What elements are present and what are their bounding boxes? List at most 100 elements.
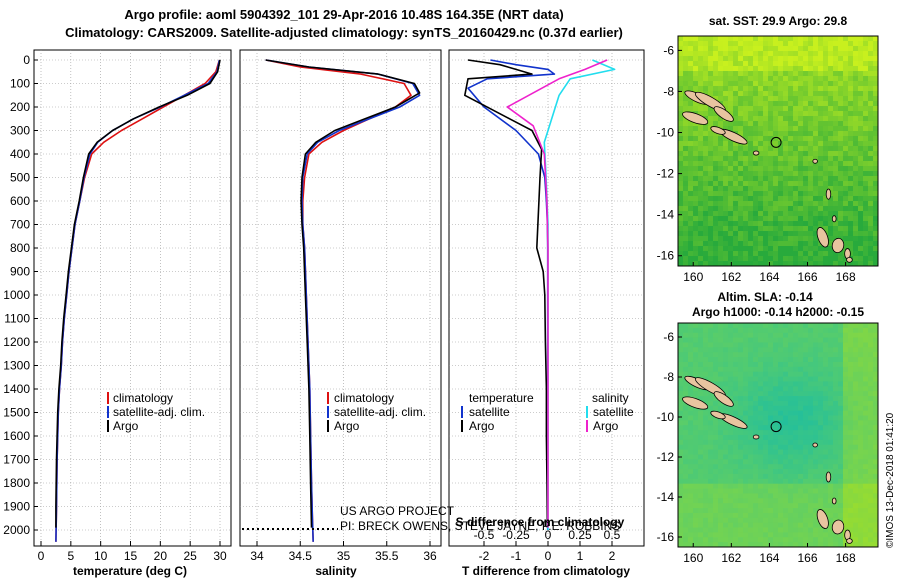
map-cell — [713, 332, 719, 339]
map-cell — [863, 136, 869, 142]
map-cell — [728, 66, 734, 72]
map-cell — [693, 357, 699, 363]
map-cell — [728, 101, 734, 107]
map-cell — [833, 449, 839, 455]
map-cell — [793, 116, 799, 122]
map-cell — [713, 226, 719, 232]
map-cell — [683, 96, 689, 102]
map-cell — [783, 449, 789, 455]
map-cell — [843, 221, 849, 227]
map-cell — [738, 376, 744, 382]
map-cell — [838, 420, 844, 426]
map-cell — [813, 86, 819, 92]
map-cell — [728, 371, 734, 377]
map-cell — [693, 361, 699, 368]
map-cell — [713, 176, 719, 182]
map-cell — [868, 405, 874, 412]
map-cell — [818, 201, 824, 207]
map-cell — [868, 161, 874, 167]
map-cell — [688, 473, 694, 480]
map-cell — [838, 66, 844, 72]
map-cell — [753, 121, 759, 127]
map-cell — [793, 111, 799, 117]
map-cell — [693, 196, 699, 202]
map-cell — [728, 361, 734, 368]
map-cell — [708, 439, 714, 446]
map-cell — [738, 181, 744, 187]
map-cell — [688, 246, 694, 252]
map-cell — [738, 176, 744, 182]
map-cell — [678, 196, 684, 202]
map-cell — [833, 91, 839, 97]
map-cell — [758, 352, 764, 358]
map-cell — [853, 371, 859, 377]
map-cell — [728, 342, 734, 348]
map-cell — [708, 216, 714, 222]
map-cell — [758, 211, 764, 217]
map-cell — [683, 61, 689, 67]
map-cell — [848, 101, 854, 107]
map-cell — [688, 231, 694, 237]
map-cell — [693, 191, 699, 197]
map-cell — [813, 366, 819, 373]
map-cell — [723, 161, 729, 167]
map-cell — [868, 171, 874, 177]
map-cell — [763, 101, 769, 107]
map-cell — [823, 435, 829, 441]
map-cell — [798, 151, 804, 157]
map-cell — [698, 241, 704, 247]
map-cell — [773, 46, 779, 52]
map-cell — [723, 459, 729, 465]
map-cell — [743, 464, 749, 470]
map-cell — [708, 347, 714, 353]
map-cell — [868, 131, 874, 137]
map-cell — [768, 537, 774, 543]
map-cell — [803, 454, 809, 460]
map-cell — [708, 41, 714, 47]
map-cell — [813, 503, 819, 509]
map-cell — [858, 478, 864, 485]
map-cell — [818, 386, 824, 392]
map-cell — [733, 532, 739, 538]
map-cell — [793, 91, 799, 97]
map-cell — [713, 36, 719, 42]
map-cell — [683, 332, 689, 339]
map-cell — [678, 512, 684, 519]
map-cell — [858, 405, 864, 412]
map-cell — [838, 231, 844, 237]
map-cell — [843, 46, 849, 52]
map-cell — [718, 231, 724, 237]
map-cell — [703, 156, 709, 162]
map-cell — [713, 71, 719, 77]
map-cell — [733, 186, 739, 192]
map-cell — [788, 396, 794, 402]
map-cell — [813, 435, 819, 441]
map-cell — [723, 420, 729, 426]
map-cell — [748, 410, 754, 416]
map-cell — [798, 527, 804, 533]
map-cell — [818, 537, 824, 543]
map-cell — [708, 261, 714, 266]
map-cell — [773, 261, 779, 266]
map-cell — [738, 483, 744, 489]
map-cell — [728, 439, 734, 446]
map-cell — [743, 221, 749, 227]
map-cell — [778, 488, 784, 494]
map-cell — [678, 211, 684, 217]
map-cell — [793, 386, 799, 392]
map-cell — [693, 221, 699, 227]
map-cell — [698, 517, 704, 524]
map-cell — [723, 386, 729, 392]
map-cell — [868, 483, 874, 489]
map-cell — [768, 36, 774, 42]
map-cell — [803, 323, 809, 329]
map-cell — [733, 236, 739, 242]
map-cell — [693, 337, 699, 343]
map-cell — [678, 517, 684, 524]
map-cell — [738, 206, 744, 212]
map-cell — [753, 111, 759, 117]
map-cell — [773, 251, 779, 257]
map-cell — [698, 81, 704, 87]
map-cell — [768, 347, 774, 353]
